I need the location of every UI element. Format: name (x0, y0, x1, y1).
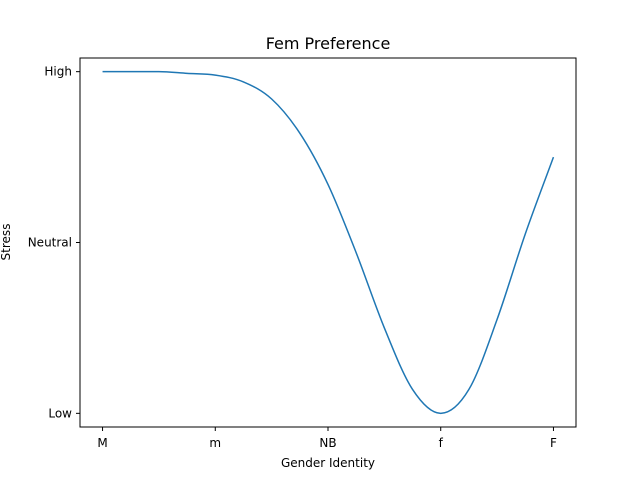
chart-title: Fem Preference (266, 34, 391, 53)
x-tick-label: f (439, 436, 444, 450)
plot-frame (79, 57, 577, 428)
plot-area (80, 58, 576, 427)
y-tick-label: Low (48, 406, 72, 420)
y-axis-label: Stress (0, 224, 13, 261)
y-tick-label: Neutral (28, 236, 72, 250)
x-tick-label: M (97, 436, 107, 450)
x-axis-label: Gender Identity (281, 456, 375, 470)
x-tick-label: F (550, 436, 557, 450)
y-axis-ticks: Low Neutral High (28, 65, 80, 420)
x-tick-label: m (209, 436, 221, 450)
x-tick-label: NB (319, 436, 336, 450)
y-tick-label: High (44, 65, 72, 79)
series-line (102, 70, 555, 415)
series-layer (102, 70, 555, 415)
